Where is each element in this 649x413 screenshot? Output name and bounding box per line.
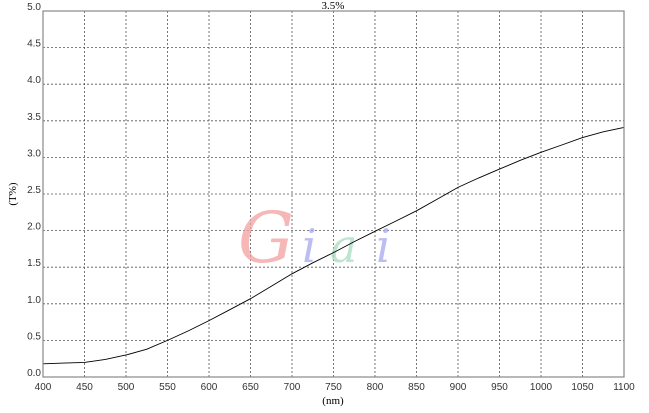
x-tick-label: 700 xyxy=(284,382,301,393)
y-tick-label: 1.0 xyxy=(27,295,41,306)
y-tick-label: 4.5 xyxy=(27,39,41,50)
y-tick-label: 2.5 xyxy=(27,185,41,196)
x-tick-label: 600 xyxy=(201,382,218,393)
watermark-letter: i xyxy=(376,219,391,273)
x-tick-label: 800 xyxy=(367,382,384,393)
x-tick-label: 850 xyxy=(408,382,425,393)
plot-frame xyxy=(42,10,625,378)
x-tick-label: 900 xyxy=(450,382,467,393)
watermark-letter: i xyxy=(302,219,317,273)
x-tick-label: 1000 xyxy=(530,382,553,393)
y-tick-label: 1.5 xyxy=(27,258,41,269)
y-tick-label: 0.0 xyxy=(27,368,41,379)
grid xyxy=(43,11,624,377)
x-tick-label: 400 xyxy=(35,382,52,393)
x-tick-label: 950 xyxy=(491,382,508,393)
watermark-letter: G xyxy=(238,197,294,279)
x-tick-label: 550 xyxy=(159,382,176,393)
x-tick-labels: 400 450 500 550 600 650 700 750 800 850 900 950 1000… xyxy=(35,382,636,393)
watermark-letter: a xyxy=(330,219,357,273)
y-tick-label: 0.5 xyxy=(27,331,41,342)
x-tick-label: 500 xyxy=(118,382,135,393)
x-tick-label: 650 xyxy=(242,382,259,393)
y-tick-label: 2.0 xyxy=(27,222,41,233)
x-tick-label: 1050 xyxy=(571,382,594,393)
series-line xyxy=(42,126,625,365)
x-axis-label: (nm) xyxy=(322,395,344,407)
y-axis-label: (T%) xyxy=(7,182,19,206)
y-tick-label: 5.0 xyxy=(27,2,41,13)
y-tick-labels: 0.0 0.5 1.0 1.5 2.0 2.5 3.0 3.5 4.0 4.5 5.0 xyxy=(27,2,41,379)
x-tick-label: 750 xyxy=(325,382,342,393)
x-tick-label: 450 xyxy=(76,382,93,393)
y-tick-label: 3.0 xyxy=(27,148,41,159)
x-tick-label: 1100 xyxy=(613,382,635,393)
y-tick-label: 4.0 xyxy=(27,75,41,86)
chart-title: 3.5% xyxy=(322,0,345,12)
y-tick-label: 3.5 xyxy=(27,112,41,123)
